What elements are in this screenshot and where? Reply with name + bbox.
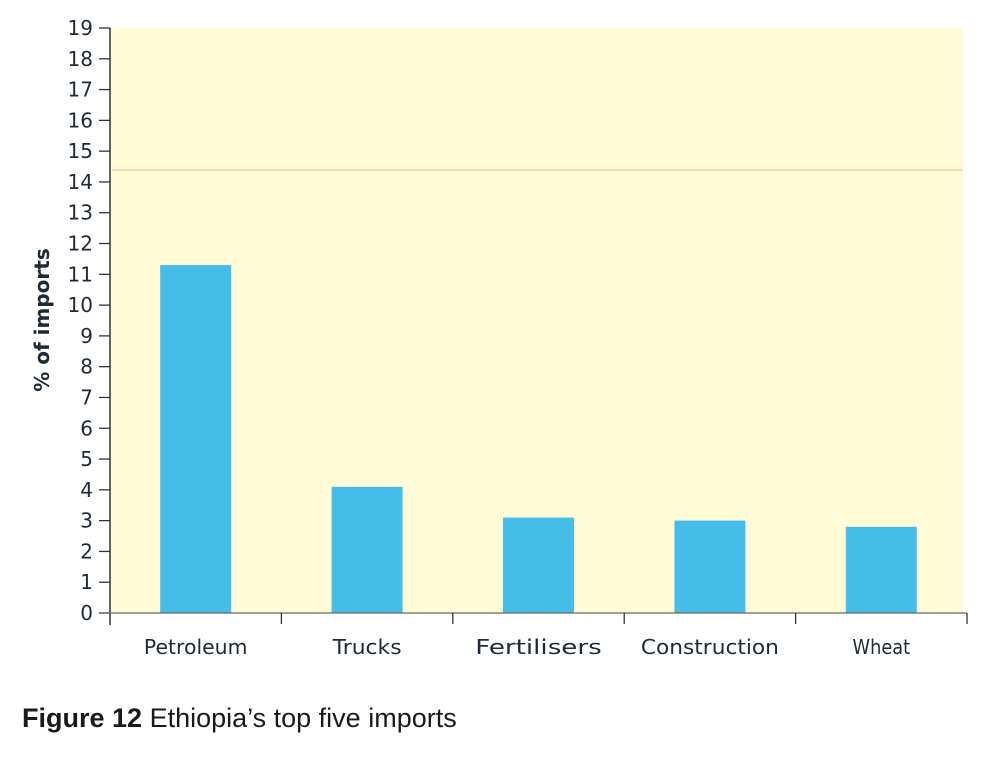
bars-group [160, 265, 917, 613]
y-tick-label: 12 [68, 232, 93, 256]
bar-petroleum [160, 265, 232, 613]
bar-fertilisers [503, 517, 574, 613]
y-tick-label: 19 [68, 16, 93, 40]
y-axis-label: % of imports [30, 248, 54, 392]
x-tick-label: Petroleum [144, 635, 248, 659]
figure-caption: Figure 12 Ethiopia’s top five imports [22, 703, 457, 734]
x-tick-label: Fertilisers [475, 635, 602, 659]
y-tick-label: 18 [68, 47, 93, 71]
figure-label: Figure 12 [22, 703, 143, 733]
y-tick-label: 17 [68, 78, 93, 102]
y-tick-label: 1 [80, 570, 93, 594]
y-tick-label: 2 [80, 539, 93, 563]
bar-wheat [845, 526, 917, 613]
bar-construction [674, 520, 746, 613]
y-tick-label: 5 [80, 447, 93, 471]
x-tick-label: Construction [641, 635, 779, 659]
x-axis: Petroleum Trucks Fertilisers Construction Wh… [100, 612, 968, 659]
y-tick-label: 10 [68, 293, 93, 317]
y-tick-label: 4 [80, 478, 93, 502]
y-tick-label: 14 [68, 170, 93, 194]
y-tick-label: 9 [80, 324, 93, 348]
y-tick-label: 3 [80, 509, 93, 533]
y-tick-label: 16 [68, 108, 93, 132]
y-tick-label: 7 [80, 385, 93, 409]
plot-background [110, 28, 963, 613]
y-tick-label: 8 [80, 355, 93, 379]
x-tick-label: Wheat [853, 635, 911, 659]
y-tick-label: 11 [68, 262, 93, 286]
bar-trucks [331, 486, 403, 613]
y-tick-label: 6 [80, 416, 93, 440]
y-tick-label: 13 [68, 201, 93, 225]
x-tick-label: Trucks [332, 635, 402, 659]
y-tick-label: 0 [80, 601, 93, 625]
y-tick-label: 15 [68, 139, 93, 163]
figure-title: Ethiopia’s top five imports [149, 703, 457, 733]
